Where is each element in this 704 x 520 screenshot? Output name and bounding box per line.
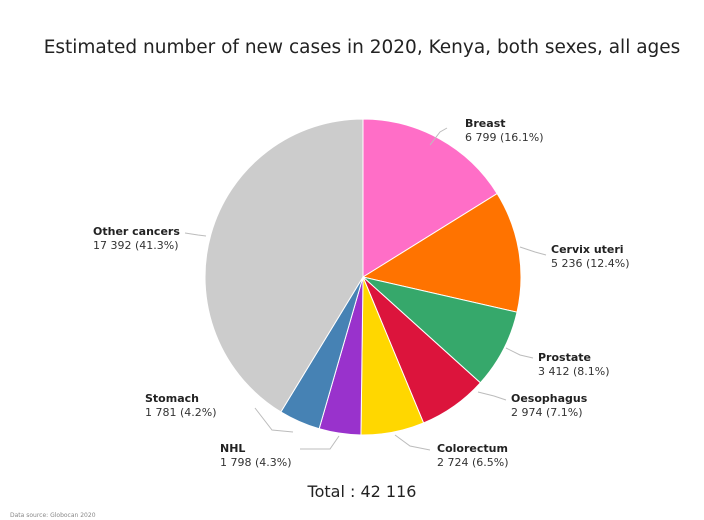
- slice-label-oesophagus: Oesophagus: [511, 392, 588, 405]
- pie-slice-breast[interactable]: [362, 118, 498, 278]
- leader-line-nhl: [300, 435, 340, 450]
- slice-label-other-cancers: Other cancers: [93, 225, 180, 238]
- leader-line-stomach: [254, 407, 294, 433]
- slice-label-nhl: NHL: [220, 442, 245, 455]
- leader-line-breast: [429, 127, 448, 146]
- pie-slice-cervix-uteri[interactable]: [361, 192, 522, 313]
- slice-value-nhl: 1 798 (4.3%): [220, 456, 292, 469]
- slice-value-stomach: 1 781 (4.2%): [145, 406, 217, 419]
- leader-line-cervix-uteri: [519, 246, 547, 256]
- slice-value-colorectum: 2 724 (6.5%): [437, 456, 509, 469]
- slice-value-oesophagus: 2 974 (7.1%): [511, 406, 583, 419]
- slice-label-stomach: Stomach: [145, 392, 199, 405]
- leader-line-other-cancers: [184, 232, 207, 237]
- slice-label-breast: Breast: [465, 117, 506, 130]
- total-label: Total : 42 116: [307, 482, 417, 501]
- slice-value-prostate: 3 412 (8.1%): [538, 365, 610, 378]
- slice-value-cervix-uteri: 5 236 (12.4%): [551, 257, 630, 270]
- slice-label-colorectum: Colorectum: [437, 442, 508, 455]
- chart-title: Estimated number of new cases in 2020, K…: [44, 37, 681, 58]
- pie-slices: [204, 118, 522, 436]
- slice-value-breast: 6 799 (16.1%): [465, 131, 544, 144]
- leader-line-colorectum: [394, 434, 431, 451]
- slice-value-other-cancers: 17 392 (41.3%): [93, 239, 179, 252]
- pie-slice-other-cancers[interactable]: [204, 118, 364, 413]
- leader-line-oesophagus: [477, 391, 507, 401]
- footnote: Data source: Globocan 2020: [10, 512, 96, 519]
- slice-label-prostate: Prostate: [538, 351, 591, 364]
- slice-label-cervix-uteri: Cervix uteri: [551, 243, 624, 256]
- leader-line-prostate: [505, 347, 534, 359]
